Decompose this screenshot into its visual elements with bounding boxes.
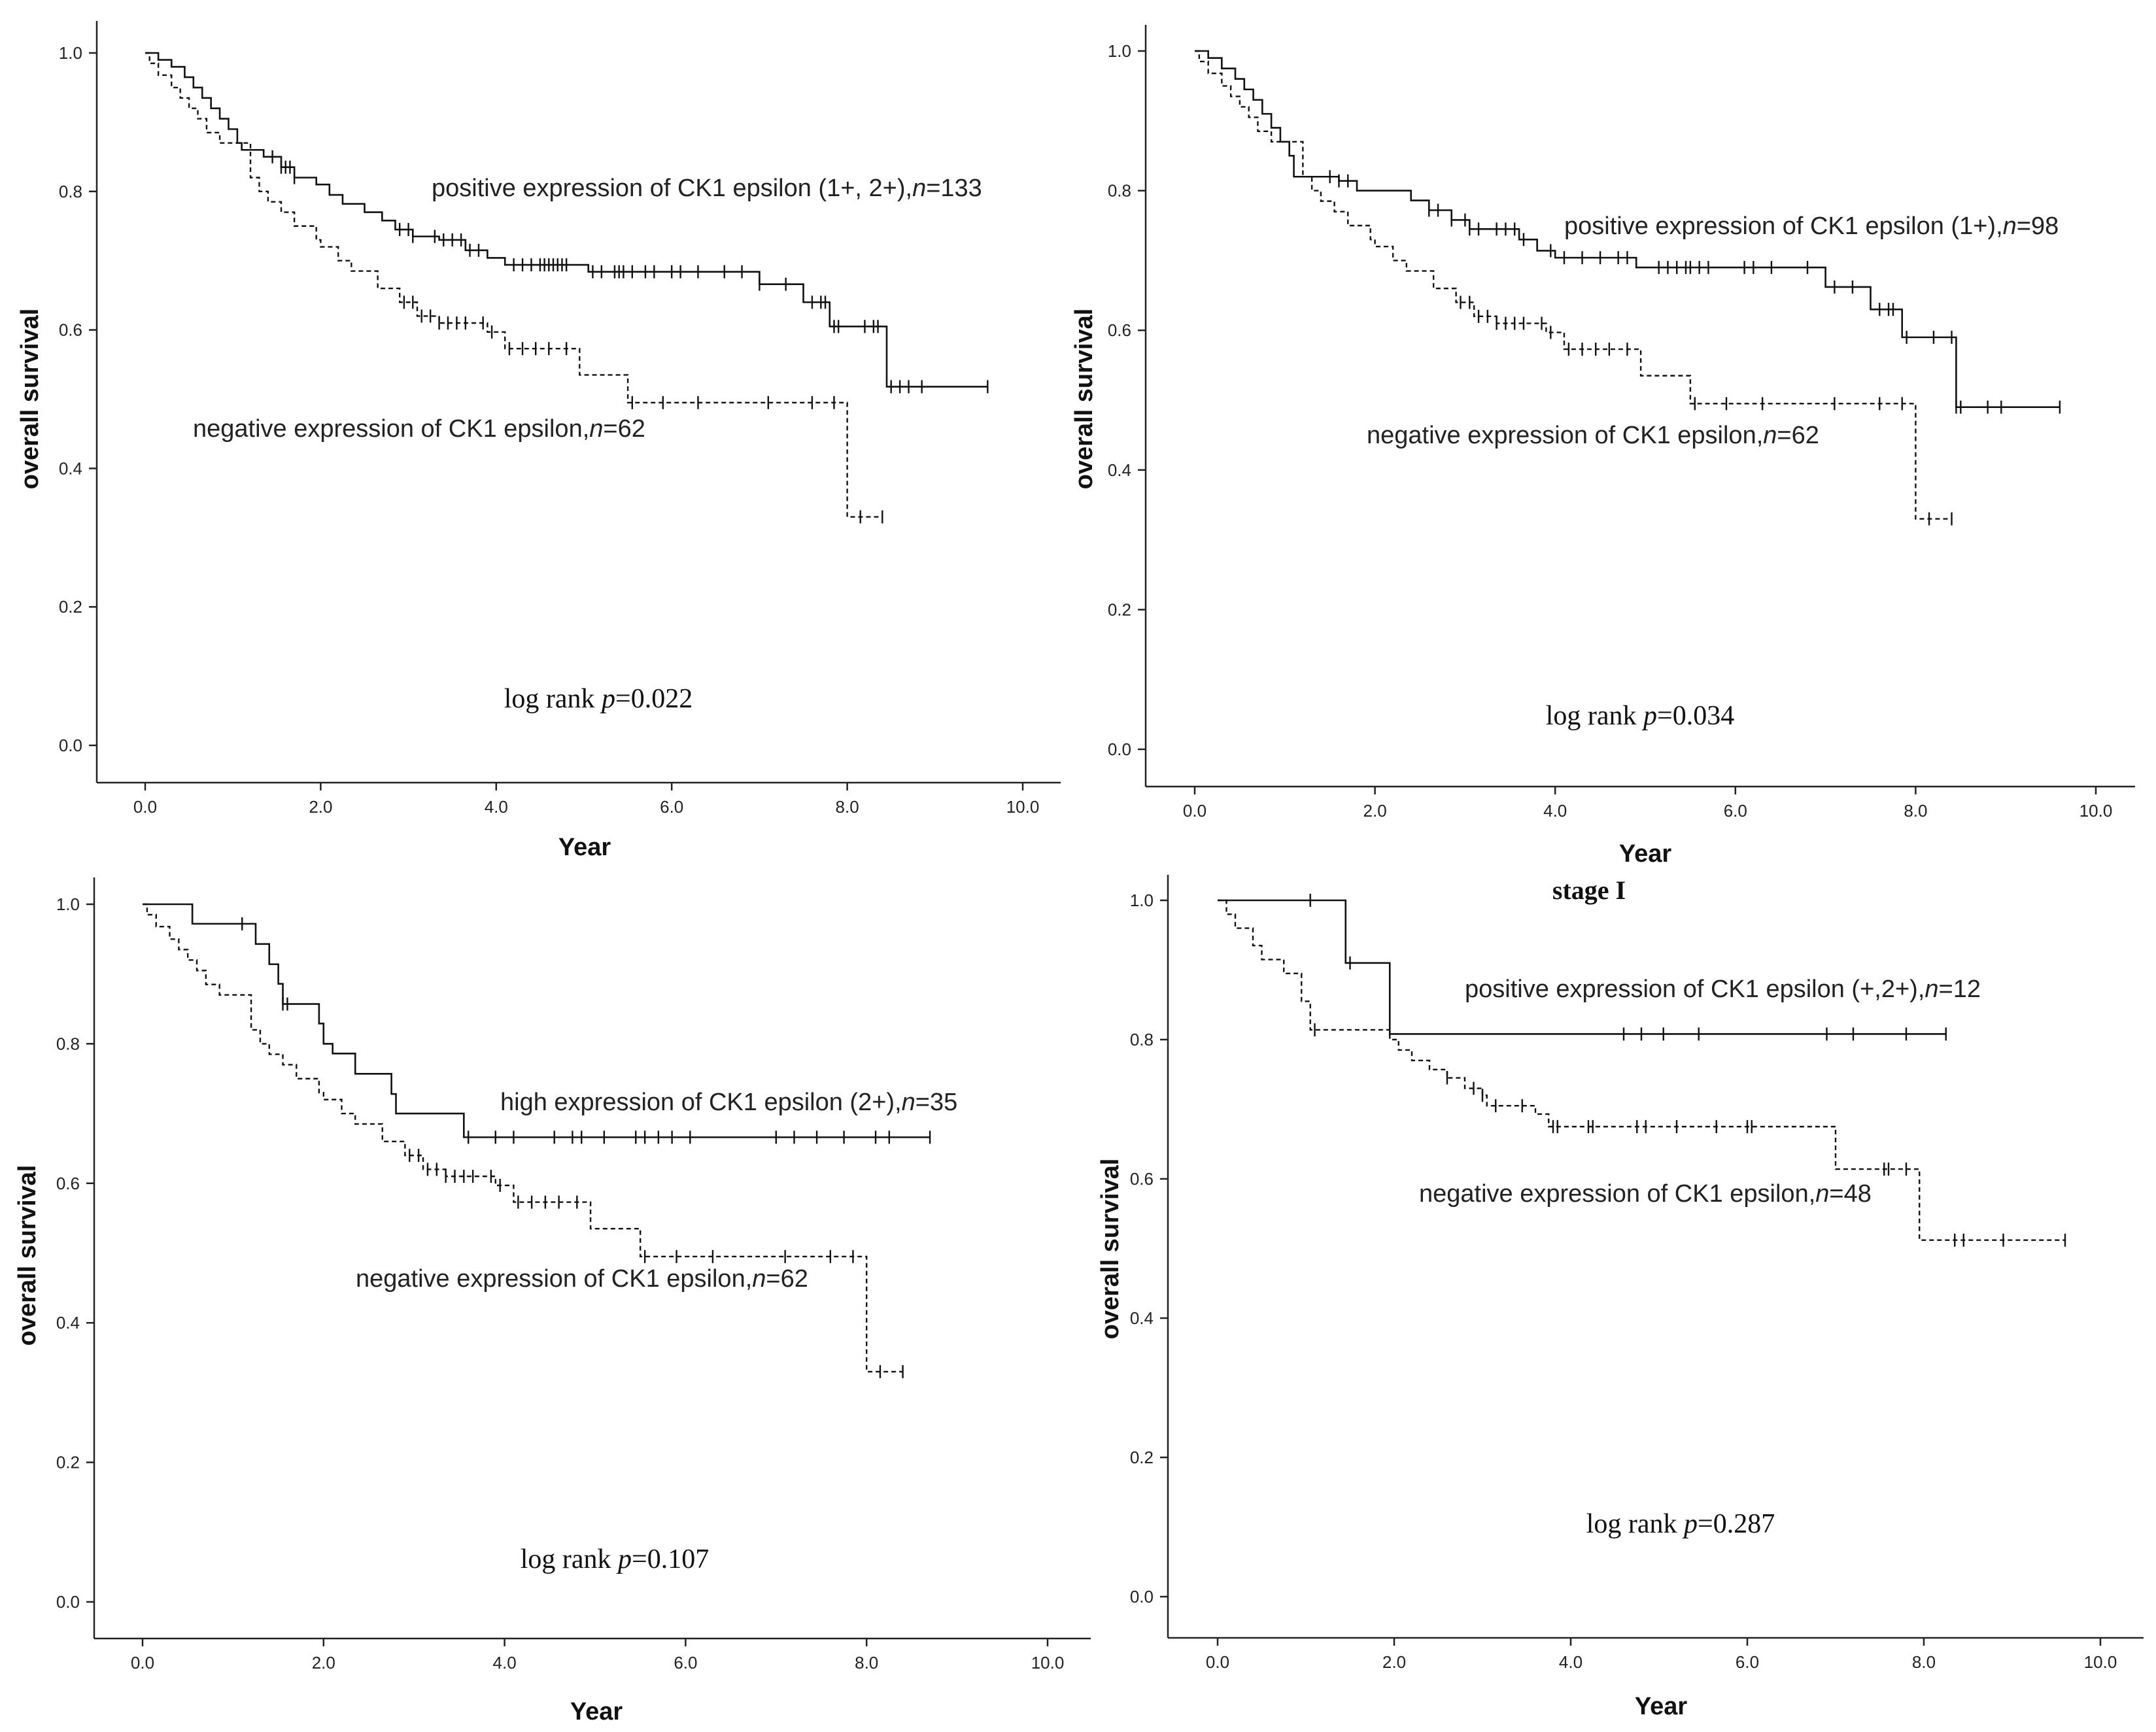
series-label-positive: positive expression of CK1 epsilon (+,2+…	[1465, 976, 1981, 1003]
x-axis-title: Year	[558, 834, 611, 861]
y-tick-label: 0.4	[59, 458, 82, 478]
x-tick-label: 4.0	[1559, 1652, 1583, 1672]
x-tick-label: 0.0	[1206, 1652, 1229, 1672]
chart-panel-4: 0.0 0.2 0.4 0.6 0.8 1.0 0.0 2.0 4.0 6.0 8.0 10.0 ove…	[1097, 875, 2144, 1720]
x-tick-label: 8.0	[1904, 801, 1927, 821]
y-tick-label: 0.4	[1130, 1308, 1154, 1328]
y-tick-label: 1.0	[59, 43, 82, 63]
x-tick-label: 6.0	[1724, 801, 1747, 821]
y-tick-label: 0.0	[1130, 1587, 1154, 1606]
y-axis-title: overall survival	[14, 1165, 41, 1346]
y-tick-label: 0.8	[1108, 181, 1131, 201]
x-axis-title: Year	[570, 1698, 623, 1725]
x-axis-title: Year	[1635, 1693, 1688, 1720]
y-tick-label: 0.4	[56, 1313, 80, 1333]
y-axis-title: overall survival	[1097, 1159, 1124, 1340]
logrank-p-value: log rank p=0.034	[1546, 701, 1734, 731]
y-tick-label: 1.0	[1108, 41, 1131, 61]
y-tick-label: 0.2	[56, 1453, 80, 1472]
y-tick-label: 0.2	[1108, 600, 1131, 619]
x-tick-label: 4.0	[493, 1653, 517, 1673]
x-tick-label: 4.0	[485, 797, 508, 817]
km-curve-high	[143, 903, 931, 1138]
series-label-positive: positive expression of CK1 epsilon (1+),…	[1564, 212, 2059, 240]
x-tick-label: 2.0	[1363, 801, 1387, 821]
y-tick-label: 0.2	[59, 597, 82, 617]
km-curve-negative	[143, 903, 903, 1373]
series-label-high: high expression of CK1 epsilon (2+),n=35	[500, 1089, 957, 1116]
km-curve-positive	[145, 52, 988, 388]
y-tick-label: 0.8	[59, 182, 82, 201]
x-tick-label: 8.0	[1912, 1652, 1936, 1672]
x-tick-label: 2.0	[309, 797, 332, 817]
km-curve-negative	[1218, 899, 2065, 1241]
x-tick-label: 2.0	[1382, 1652, 1406, 1672]
y-tick-label: 0.6	[59, 320, 82, 340]
chart-panel-1: 0.0 0.2 0.4 0.6 0.8 1.0 0.0 2.0 4.0 6.0 8.0 10.0 ove…	[16, 21, 1061, 861]
y-tick-label: 0.6	[56, 1174, 80, 1193]
x-tick-label: 10.0	[1006, 797, 1040, 817]
y-tick-label: 0.6	[1108, 320, 1131, 340]
km-curve-negative	[145, 52, 883, 518]
x-tick-label: 0.0	[131, 1653, 154, 1673]
series-label-negative: negative expression of CK1 epsilon,n=62	[1367, 422, 1819, 449]
km-curve-negative	[1195, 50, 1952, 520]
x-tick-label: 2.0	[312, 1653, 335, 1673]
y-tick-label: 0.0	[56, 1592, 80, 1612]
x-tick-label: 6.0	[660, 797, 683, 817]
y-axis-title: overall survival	[16, 309, 44, 490]
series-label-positive: positive expression of CK1 epsilon (1+, …	[432, 175, 982, 202]
chart-panel-3: 0.0 0.2 0.4 0.6 0.8 1.0 0.0 2.0 4.0 6.0 8.0 10.0 ove…	[14, 877, 1091, 1725]
km-curve-positive	[1218, 899, 1946, 1035]
y-axis-title: overall survival	[1070, 309, 1098, 490]
x-tick-label: 6.0	[1736, 1652, 1759, 1672]
y-tick-label: 1.0	[56, 894, 80, 914]
x-tick-label: 6.0	[674, 1653, 697, 1673]
x-axis-title: Year	[1619, 840, 1672, 868]
x-tick-label: 0.0	[133, 797, 157, 817]
x-tick-label: 10.0	[1031, 1653, 1065, 1673]
y-tick-label: 0.4	[1108, 460, 1131, 480]
x-tick-label: 8.0	[836, 797, 859, 817]
x-tick-label: 8.0	[855, 1653, 878, 1673]
series-label-negative: negative expression of CK1 epsilon,n=62	[193, 415, 645, 443]
series-label-negative: negative expression of CK1 epsilon,n=48	[1419, 1180, 1872, 1208]
y-tick-label: 0.2	[1130, 1448, 1154, 1467]
y-tick-label: 0.8	[1130, 1030, 1154, 1049]
stage-label: stage I	[1552, 875, 1626, 905]
logrank-p-value: log rank p=0.287	[1586, 1509, 1775, 1539]
x-tick-label: 0.0	[1183, 801, 1206, 821]
y-tick-label: 0.0	[59, 736, 82, 755]
x-tick-label: 10.0	[2084, 1652, 2117, 1672]
y-tick-label: 1.0	[1130, 891, 1154, 910]
chart-panel-2: 0.0 0.2 0.4 0.6 0.8 1.0 0.0 2.0 4.0 6.0 8.0 10.0 ove…	[1070, 25, 2135, 868]
km-curve-positive	[1195, 50, 2060, 408]
x-tick-label: 4.0	[1543, 801, 1567, 821]
y-tick-label: 0.0	[1108, 739, 1131, 759]
x-tick-label: 10.0	[2079, 801, 2113, 821]
logrank-p-value: log rank p=0.107	[521, 1544, 709, 1574]
y-tick-label: 0.8	[56, 1034, 80, 1053]
series-label-negative: negative expression of CK1 epsilon,n=62	[356, 1265, 808, 1293]
y-tick-label: 0.6	[1130, 1169, 1154, 1189]
logrank-p-value: log rank p=0.022	[504, 684, 693, 714]
